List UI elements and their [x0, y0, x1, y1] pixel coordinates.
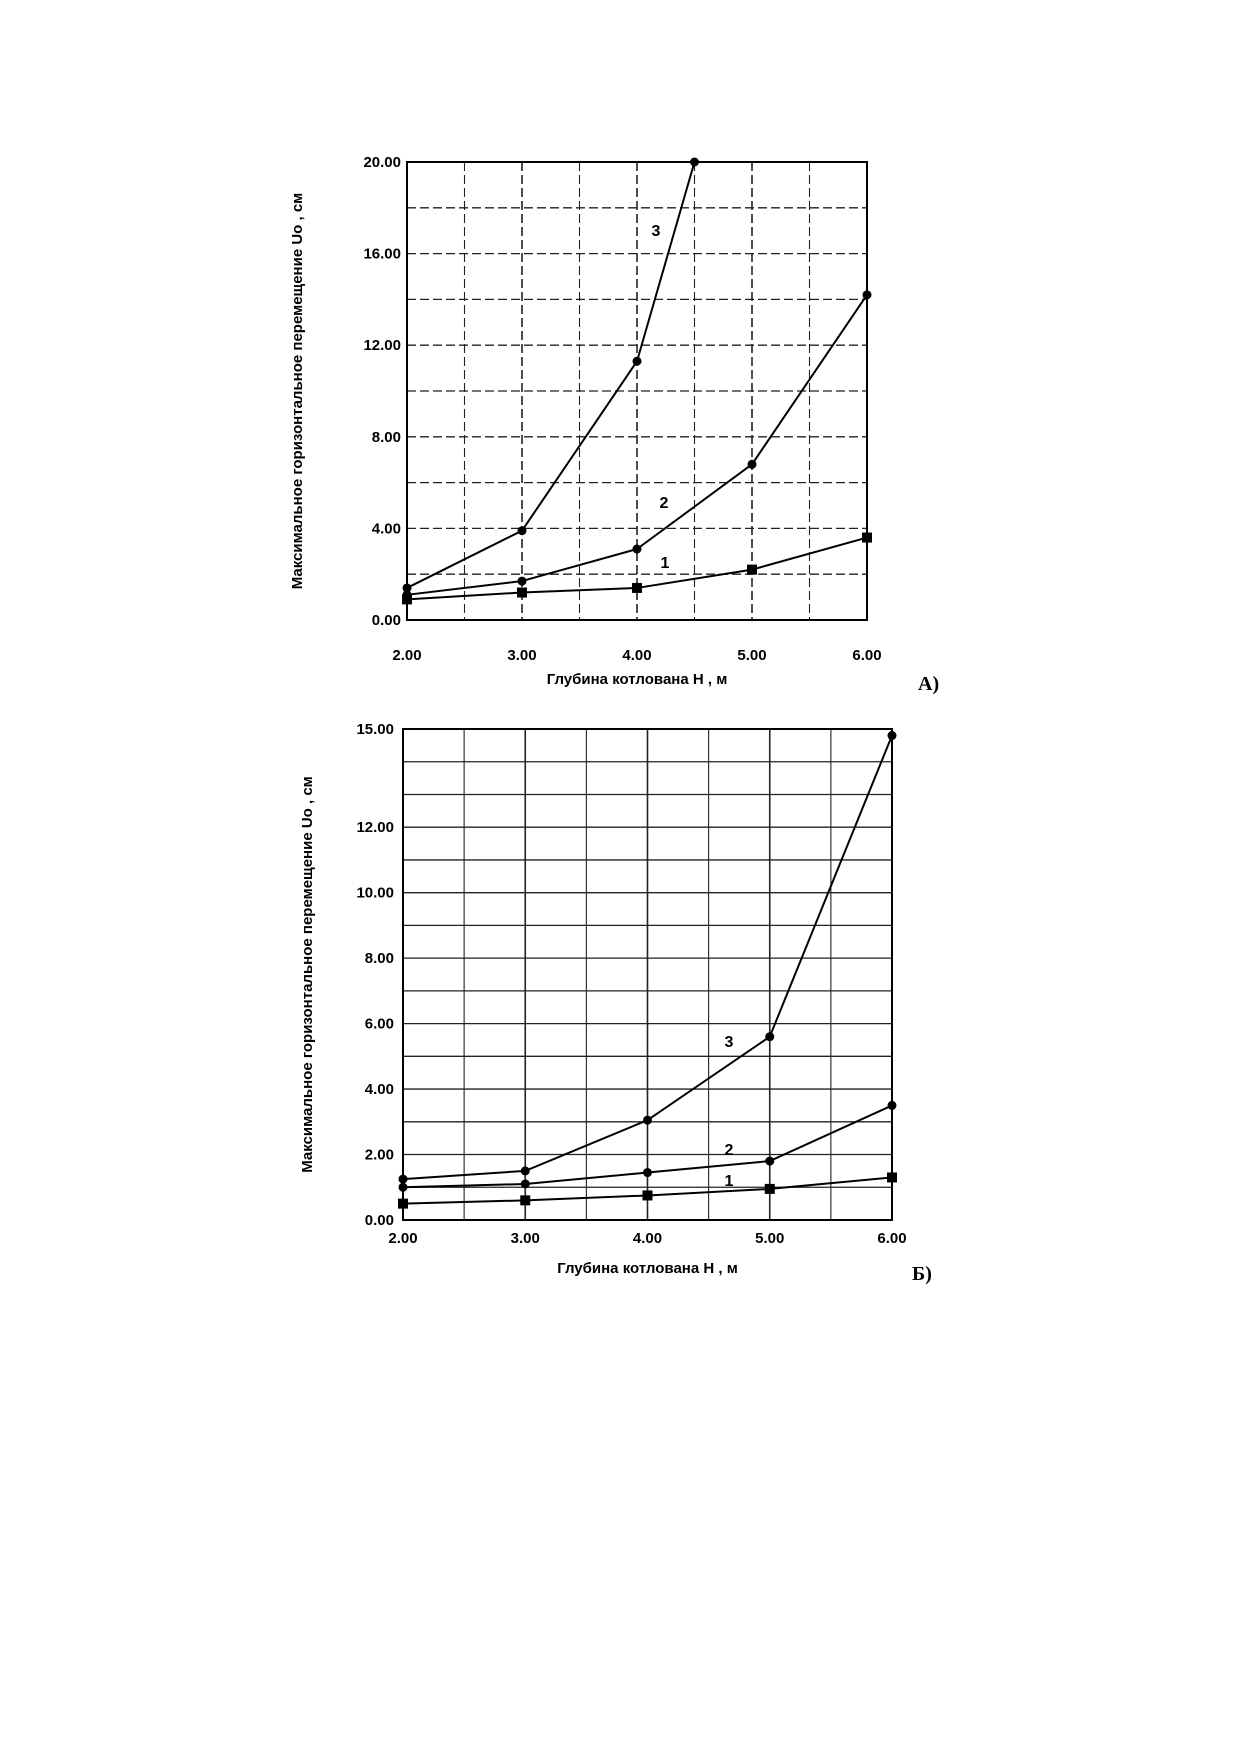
x-tick-label: 6.00: [877, 1230, 906, 1247]
y-tick-label: 2.00: [365, 1147, 394, 1164]
series-3-point: [398, 1174, 408, 1184]
x-axis-title: Глубина котлована H , м: [547, 671, 728, 688]
chart-b: 2.00 3.00 4.00 5.00 6.000.002.004.006.008.00…: [299, 721, 932, 1285]
series-1-point: [520, 1195, 531, 1206]
x-tick-label: 3.00: [511, 1230, 540, 1247]
x-tick-label: 5.00: [755, 1230, 784, 1247]
series-3-point: [690, 157, 699, 167]
x-axis-title: Глубина котлована H , м: [557, 1260, 738, 1277]
series-3-line: [406, 161, 696, 589]
x-tick-label: 2.00: [392, 647, 421, 664]
x-tick-label: 5.00: [737, 647, 766, 664]
series-2-point: [747, 459, 757, 469]
series-2-point: [765, 1156, 775, 1166]
series-2-point: [887, 1100, 897, 1110]
series-1-point: [632, 582, 642, 593]
x-tick-label: 6.00: [852, 647, 881, 664]
series-2-point: [398, 1182, 408, 1192]
y-tick-label: 4.00: [365, 1081, 394, 1098]
panel-label: Б): [912, 1263, 932, 1285]
series-1-point: [764, 1183, 775, 1194]
y-tick-label: 20.00: [363, 154, 401, 171]
series-1-point: [642, 1190, 653, 1201]
series-1-point: [747, 564, 757, 575]
series-3-point: [632, 356, 642, 366]
y-tick-label: 0.00: [365, 1212, 394, 1229]
series-2-point: [520, 1179, 530, 1189]
y-axis-title: Максимальное горизонтальное перемещение …: [299, 776, 316, 1173]
x-tick-label: 4.00: [633, 1230, 662, 1247]
series-1-point: [398, 1198, 408, 1209]
series-1-label: 1: [661, 555, 670, 572]
series-3-point: [887, 731, 897, 741]
series-1-point: [517, 587, 527, 598]
x-tick-label: 2.00: [388, 1230, 417, 1247]
y-axis-title: Максимальное горизонтальное перемещение …: [289, 193, 306, 590]
series-3-point: [517, 526, 527, 536]
y-tick-label: 6.00: [365, 1016, 394, 1033]
x-tick-label: 4.00: [622, 647, 651, 664]
series-2-label: 2: [660, 495, 669, 512]
y-tick-label: 8.00: [372, 429, 401, 446]
series-3-point: [765, 1032, 775, 1042]
series-3-label: 3: [652, 223, 661, 240]
series-2-point: [862, 290, 872, 300]
series-2-point: [643, 1168, 652, 1178]
y-tick-label: 12.00: [363, 337, 401, 354]
y-tick-label: 0.00: [372, 612, 401, 629]
series-3-point: [520, 1166, 530, 1176]
y-tick-label: 10.00: [356, 885, 394, 902]
series-1-point: [887, 1172, 897, 1183]
y-tick-label: 8.00: [365, 950, 394, 967]
series-3-label: 3: [725, 1034, 734, 1051]
series-3-point: [402, 583, 412, 593]
series-1-label: 1: [725, 1173, 734, 1190]
x-tick-label: 3.00: [507, 647, 536, 664]
plot-frame: [406, 161, 868, 621]
y-tick-label: 4.00: [372, 520, 401, 537]
series-1-point: [862, 532, 872, 543]
series-2-label: 2: [725, 1142, 734, 1159]
chart-a: 2.00 3.00 4.00 5.00 6.00 0.00 4.00 8.00 12.00 16.…: [289, 154, 939, 695]
panel-label: А): [918, 673, 939, 695]
y-tick-label: 15.00: [356, 721, 394, 738]
y-tick-label: 16.00: [363, 246, 401, 263]
series-3-point: [643, 1115, 652, 1125]
series-1-point: [402, 594, 412, 605]
plot-frame: [402, 728, 893, 1221]
y-tick-label: 12.00: [356, 819, 394, 836]
series-2-point: [632, 544, 642, 554]
series-2-point: [517, 576, 527, 586]
series-2-point: [402, 590, 412, 600]
